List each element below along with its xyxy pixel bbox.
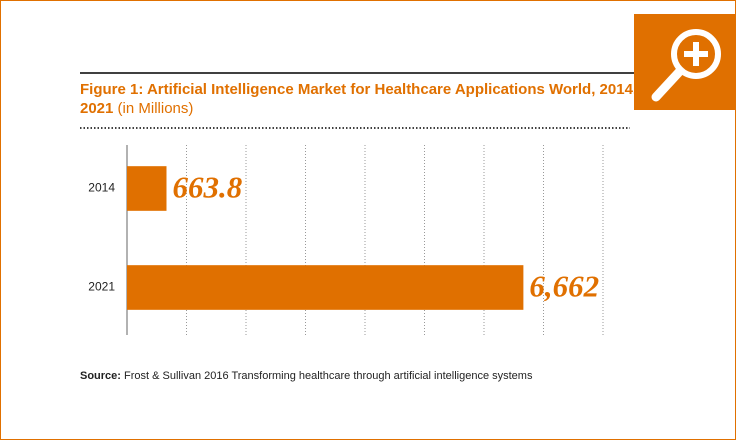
bar (127, 166, 167, 211)
bar (127, 265, 524, 310)
source-label: Source: (80, 370, 121, 382)
chart-subtitle: (in Millions) (117, 100, 194, 117)
zoom-button[interactable] (634, 14, 736, 110)
chart-title: Figure 1: Artificial Intelligence Market… (80, 81, 638, 117)
y-tick-label: 2021 (88, 280, 115, 294)
chart-title-block: Figure 1: Artificial Intelligence Market… (80, 80, 650, 118)
value-label: 6,662 (529, 269, 599, 304)
source-text: Frost & Sullivan 2016 Transforming healt… (124, 370, 533, 382)
zoom-icon (651, 29, 721, 102)
y-tick-label: 2014 (88, 181, 115, 195)
source: Source: Frost & Sullivan 2016 Transformi… (80, 370, 532, 382)
value-label: 663.8 (172, 170, 242, 205)
